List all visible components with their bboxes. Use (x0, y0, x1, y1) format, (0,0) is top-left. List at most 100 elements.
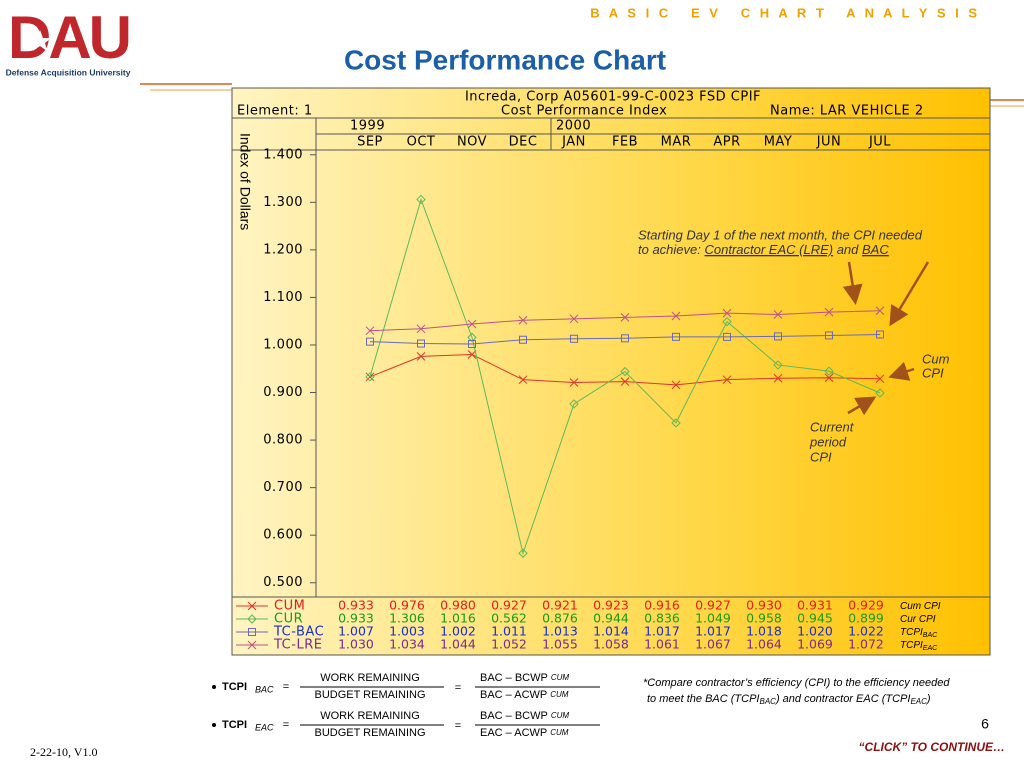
x-tick-label: MAR (661, 135, 692, 150)
x-tick-label: JUL (868, 135, 891, 150)
numerator-sub: CUM (551, 673, 570, 682)
legend-name: TC-BAC (273, 625, 324, 640)
value-label: 1.044 (440, 637, 476, 652)
annotation: CPI (922, 365, 944, 380)
denominator-main: EAC – ACWP (480, 727, 547, 739)
x-tick-label: JUN (816, 135, 842, 150)
legend-label-main: Cum CPI (900, 601, 941, 612)
numerator: WORK REMAINING (320, 710, 420, 722)
value-label: 1.067 (695, 637, 731, 652)
legend-name: CUM (274, 599, 305, 614)
value-label: 1.306 (389, 611, 425, 626)
value-label: 1.016 (440, 611, 476, 626)
y-tick-label: 1.400 (263, 147, 303, 162)
logo-star (29, 30, 51, 51)
marker (671, 418, 681, 428)
marker (569, 399, 579, 409)
continue: “CLICK” TO CONTINUE… (859, 740, 1005, 754)
annotation-part: and (833, 242, 862, 257)
x-tick-label: SEP (357, 135, 383, 150)
legend-label: TCPIBAC (900, 627, 938, 639)
logo: DAU (8, 4, 129, 71)
legend-label-sub: BAC (923, 632, 938, 639)
numerator: BAC – BCWP CUM (480, 672, 569, 684)
value-label: 1.003 (389, 624, 425, 639)
header-grid (232, 117, 990, 598)
element: Element: 1 (237, 104, 313, 119)
legend-label: TCPIEAC (900, 640, 938, 652)
annotation-part: Contractor EAC (LRE) (705, 242, 834, 257)
value-label: 0.976 (389, 598, 425, 613)
annotation: CPI (810, 449, 832, 464)
value-label: 0.921 (542, 598, 578, 613)
denominator-sub: CUM (550, 728, 569, 737)
legend-label-main: Cur CPI (900, 614, 936, 625)
annotation: Starting Day 1 of the next month, the CP… (638, 227, 923, 242)
chart-title: Increda, Corp A05601-99-C-0023 FSD CPIF (465, 90, 761, 105)
legend-name: TC-LRE (273, 638, 322, 653)
marker (416, 324, 426, 334)
y-tick-label: 0.600 (263, 528, 303, 543)
chart-name: Name: LAR VEHICLE 2 (770, 104, 924, 119)
x-tick-label: MAY (764, 135, 793, 150)
formula-lhs-sub: EAC (255, 722, 274, 732)
value-label: 0.980 (440, 598, 476, 613)
marker (825, 331, 833, 340)
denominator: EAC – ACWP CUM (480, 727, 569, 739)
marker (365, 326, 375, 336)
note: to meet the BAC (TCPIBAC) and contractor… (647, 693, 931, 706)
arrows (842, 261, 930, 416)
value-label: 0.562 (491, 611, 527, 626)
marker (518, 375, 528, 385)
marker (518, 548, 528, 558)
x-tick-label: DEC (509, 135, 538, 150)
marker (416, 352, 426, 361)
value-label: 0.916 (644, 598, 680, 613)
value-label: 1.064 (746, 637, 782, 652)
value-label: 1.014 (593, 624, 629, 639)
value-label: 0.923 (593, 598, 629, 613)
x-tick-label: JAN (561, 135, 586, 150)
value-label: 0.933 (338, 611, 374, 626)
marker (620, 313, 630, 322)
denominator: BUDGET REMAINING (314, 689, 425, 701)
year: 1999 (350, 119, 385, 134)
value-label: 0.899 (848, 611, 884, 626)
legend-label: Cur CPI (900, 614, 936, 625)
note-part: ) and contractor EAC (TCPI (774, 693, 911, 705)
formula-lhs-sub: BAC (255, 684, 274, 694)
marker (773, 360, 783, 370)
marker (570, 334, 578, 343)
formula-lhs: TCPI (222, 681, 247, 693)
numerator-main: BAC – BCWP (480, 672, 548, 684)
y-tick-label: 0.800 (263, 433, 303, 448)
marker (621, 334, 629, 343)
slide-title: Cost Performance Chart (344, 44, 666, 75)
value-label: 0.929 (848, 598, 884, 613)
denominator-sub: CUM (550, 690, 569, 699)
legend-label-sub: EAC (923, 645, 938, 652)
value-label: 0.927 (695, 598, 731, 613)
note-part: ) (925, 693, 931, 705)
annotation: period (809, 434, 847, 449)
marker (569, 378, 579, 387)
value-label: 0.933 (338, 598, 374, 613)
banner: B A S I C E V C H A R T A N A L Y S I S (590, 5, 980, 20)
marker (774, 332, 782, 341)
marker (365, 372, 375, 382)
value-label: 1.061 (644, 637, 680, 652)
y-tick-label: 1.200 (263, 242, 303, 257)
equals: = (455, 682, 461, 694)
logo-subtitle: Defense Acquisition University (6, 67, 131, 77)
denominator: BAC – ACWP CUM (480, 689, 569, 701)
marker (620, 366, 630, 377)
x-tick-label: FEB (612, 135, 638, 150)
marker (366, 337, 374, 346)
value-label: 0.836 (644, 611, 680, 626)
marker (467, 350, 477, 359)
denominator-main: BAC – ACWP (480, 689, 547, 701)
legend-marker (247, 601, 257, 611)
value-label: 0.930 (746, 598, 782, 613)
denominator: BUDGET REMAINING (314, 727, 425, 739)
numerator: WORK REMAINING (320, 672, 420, 684)
